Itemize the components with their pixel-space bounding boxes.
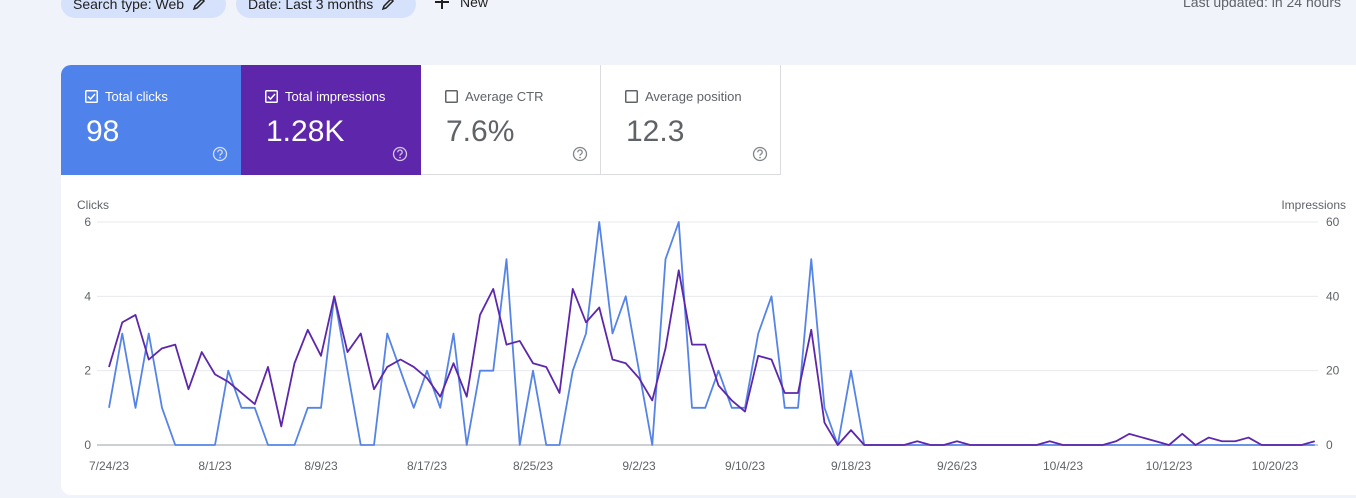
filter-chip[interactable]: Date: Last 3 months — [236, 0, 416, 18]
checkbox[interactable] — [625, 90, 638, 103]
metric-value: 98 — [86, 115, 120, 148]
edit-icon — [192, 0, 206, 11]
metric-value: 1.28K — [266, 115, 345, 148]
y-tick-label: 0 — [84, 438, 91, 452]
metric-value: 12.3 — [626, 115, 685, 148]
series-line — [108, 269, 1315, 446]
chip-text: Search type: Web — [73, 0, 185, 12]
x-tick-label: 9/26/23 — [937, 459, 977, 473]
edit-icon — [382, 0, 395, 11]
metric-value: 7.6% — [446, 115, 515, 148]
metric-label: Total clicks — [105, 89, 168, 104]
y-tick-label: 2 — [84, 364, 91, 378]
filter-chip[interactable]: Search type: Web — [61, 0, 226, 18]
x-tick-label: 8/1/23 — [198, 459, 232, 473]
chip-text: Date: Last 3 months — [248, 0, 374, 12]
help-icon[interactable] — [572, 146, 588, 162]
metric-tile[interactable]: Average position 12.3 — [601, 65, 781, 175]
new-text: New — [460, 0, 489, 10]
new-button[interactable]: New — [434, 0, 488, 10]
x-tick-label: 8/25/23 — [513, 459, 553, 473]
last-updated: Last updated: in 24 hours — [1183, 0, 1342, 10]
x-tick-label: 10/20/23 — [1252, 459, 1299, 473]
y2-tick-label: 40 — [1326, 289, 1340, 303]
x-tick-label: 7/24/23 — [89, 459, 129, 473]
metric-tile[interactable]: Total clicks 98 — [61, 65, 241, 175]
x-tick-label: 8/17/23 — [407, 459, 447, 473]
x-tick-label: 9/18/23 — [831, 459, 871, 473]
x-tick-label: 10/4/23 — [1043, 459, 1083, 473]
help-icon[interactable] — [392, 146, 408, 162]
help-icon[interactable] — [752, 146, 768, 162]
checkbox[interactable] — [265, 90, 278, 103]
y-tick-label: 6 — [84, 215, 91, 229]
metric-tile[interactable]: Total impressions 1.28K — [241, 65, 421, 175]
metric-label: Average CTR — [465, 89, 544, 104]
y-tick-label: 4 — [84, 289, 91, 303]
y-axis-label: Clicks — [77, 198, 109, 212]
help-icon[interactable] — [212, 146, 228, 162]
checkbox[interactable] — [85, 90, 98, 103]
metric-tile[interactable]: Average CTR 7.6% — [421, 65, 601, 175]
metric-label: Total impressions — [285, 89, 386, 104]
y2-tick-label: 20 — [1326, 364, 1340, 378]
y2-axis-label: Impressions — [1281, 198, 1346, 212]
x-tick-label: 10/12/23 — [1146, 459, 1193, 473]
x-tick-label: 9/2/23 — [622, 459, 656, 473]
x-tick-label: 9/10/23 — [725, 459, 765, 473]
x-tick-label: 8/9/23 — [304, 459, 338, 473]
checkbox[interactable] — [445, 90, 458, 103]
plus-icon — [435, 0, 449, 9]
metric-label: Average position — [645, 89, 742, 104]
y2-tick-label: 60 — [1326, 215, 1340, 229]
series-line — [108, 221, 1315, 446]
y2-tick-label: 0 — [1326, 438, 1333, 452]
